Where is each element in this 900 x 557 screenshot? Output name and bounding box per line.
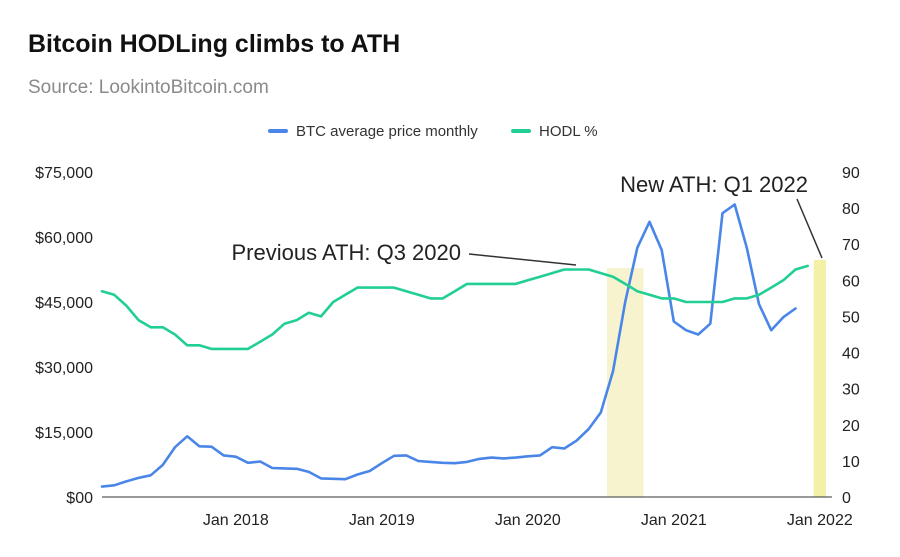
x-tick-label: Jan 2021 — [641, 512, 707, 529]
legend-label: BTC average price monthly — [296, 123, 478, 140]
annotation-label: New ATH: Q1 2022 — [620, 172, 808, 197]
highlight-bands — [606, 260, 826, 497]
series-lines — [100, 203, 809, 488]
legend: BTC average price monthly HODL % — [268, 123, 598, 140]
annotation-arrow — [796, 198, 823, 259]
series-line — [100, 203, 797, 488]
annotation-arrow — [468, 253, 577, 266]
right-tick-label: 20 — [842, 418, 860, 435]
left-tick-label: $60,000 — [35, 230, 93, 247]
right-tick-label: 90 — [842, 165, 860, 182]
x-tick-label: Jan 2022 — [787, 512, 853, 529]
left-tick-label: $00 — [66, 490, 93, 507]
legend-label: HODL % — [539, 123, 598, 140]
right-tick-label: 80 — [842, 201, 860, 218]
x-tick-label: Jan 2019 — [349, 512, 415, 529]
chart-subtitle: Source: LookintoBitcoin.com — [28, 77, 269, 98]
annotations: Previous ATH: Q3 2020 New ATH: Q1 2022 — [232, 172, 823, 266]
x-tick-label: Jan 2018 — [203, 512, 269, 529]
annotation-label: Previous ATH: Q3 2020 — [232, 240, 462, 265]
right-tick-label: 70 — [842, 237, 860, 254]
left-tick-label: $15,000 — [35, 425, 93, 442]
highlight-band — [813, 260, 826, 497]
right-tick-label: 40 — [842, 346, 860, 363]
left-axis-ticks: $00 $15,000 $30,000 $45,000 $60,000 $75,000 — [35, 165, 93, 507]
series-line — [100, 264, 809, 351]
left-tick-label: $45,000 — [35, 295, 93, 312]
right-tick-label: 10 — [842, 454, 860, 471]
right-tick-label: 60 — [842, 273, 860, 290]
right-axis-ticks: 0 10 20 30 40 50 60 70 80 90 — [842, 165, 860, 507]
legend-swatch — [268, 129, 288, 133]
left-tick-label: $75,000 — [35, 165, 93, 182]
right-tick-label: 50 — [842, 309, 860, 326]
x-tick-label: Jan 2020 — [495, 512, 561, 529]
right-tick-label: 0 — [842, 490, 851, 507]
chart-title: Bitcoin HODLing climbs to ATH — [28, 30, 401, 58]
right-tick-label: 30 — [842, 382, 860, 399]
legend-swatch — [511, 129, 531, 133]
left-tick-label: $30,000 — [35, 360, 93, 377]
x-axis-ticks: Jan 2018 Jan 2019 Jan 2020 Jan 2021 Jan 2022 — [203, 512, 853, 529]
